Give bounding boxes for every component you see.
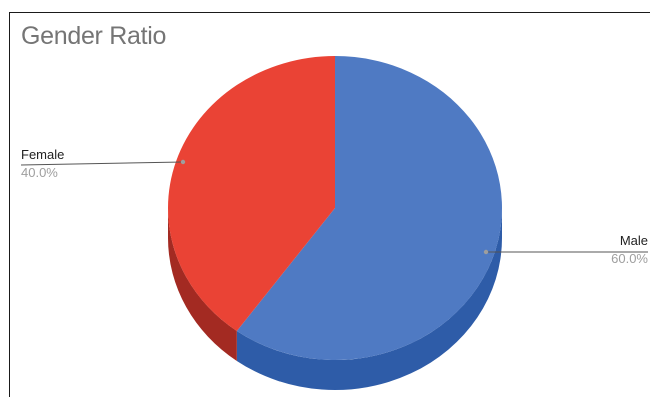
slice-pct-male: 60.0%: [611, 251, 648, 266]
slice-male[interactable]: [236, 56, 503, 360]
pie-leaders: [20, 159, 648, 255]
slice-label-male: Male: [620, 233, 648, 248]
chart-title: Gender Ratio: [21, 22, 167, 50]
leader-line-female: [20, 161, 184, 166]
slice-label-female: Female: [21, 147, 64, 162]
leader-dot-male: [483, 249, 489, 255]
leader-dot-female: [180, 159, 186, 165]
slice-pct-female: 40.0%: [21, 165, 58, 180]
slice-female[interactable]: [168, 56, 335, 331]
pie-depth: [168, 208, 503, 391]
slice-side-male: [236, 208, 503, 391]
slice-side-female: [168, 208, 237, 361]
pie-top: [168, 56, 503, 360]
